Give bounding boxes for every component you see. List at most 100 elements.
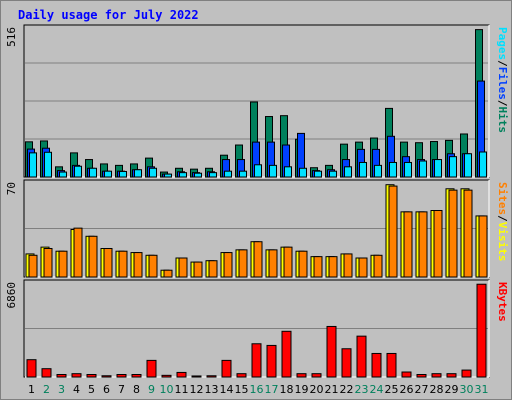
x-tick-label-day-30: 30 [460, 383, 474, 396]
sites-bar-day-3 [58, 250, 68, 278]
x-tick-label-day-15: 15 [235, 383, 249, 396]
sites-bar-day-23 [358, 257, 368, 278]
sites-bar-day-29 [448, 189, 458, 278]
kbytes-bar-day-3 [56, 374, 67, 378]
kbytes-bar-day-13 [206, 375, 217, 378]
kbytes-bar-day-30 [461, 369, 472, 378]
kbytes-bar-day-29 [446, 373, 457, 378]
sites-bar-day-21 [328, 256, 338, 278]
x-tick-label-day-17: 17 [265, 383, 279, 396]
kbytes-bar-day-31 [476, 283, 487, 378]
kbytes-bar-day-16 [251, 343, 262, 378]
pages-bar-day-29 [449, 156, 457, 178]
kbytes-bar-day-5 [86, 374, 97, 378]
kbytes-bar-day-26 [401, 371, 412, 378]
panel-1-ymax-label: 70 [5, 182, 18, 195]
legend-separator: / [496, 100, 509, 107]
legend-sites: Sites [496, 182, 509, 215]
pages-bar-day-3 [59, 171, 67, 178]
x-tick-label-day-8: 8 [133, 383, 140, 396]
kbytes-bar-day-27 [416, 374, 427, 378]
pages-bar-day-25 [389, 161, 397, 178]
sites-bar-day-4 [73, 227, 83, 278]
kbytes-bar-day-7 [116, 374, 127, 378]
x-tick-label-day-6: 6 [103, 383, 110, 396]
kbytes-bar-day-17 [266, 344, 277, 378]
x-tick-label-day-18: 18 [280, 383, 294, 396]
x-tick-label-day-2: 2 [43, 383, 50, 396]
sites-bar-day-11 [178, 257, 188, 278]
sites-bar-day-20 [313, 256, 323, 278]
pages-bar-day-15 [239, 170, 247, 178]
kbytes-bar-day-22 [341, 348, 352, 378]
legend-separator: / [496, 215, 509, 222]
sites-bar-day-8 [133, 252, 143, 278]
sites-bar-day-30 [463, 189, 473, 278]
pages-bar-day-19 [299, 167, 307, 178]
kbytes-bar-day-1 [26, 359, 37, 378]
x-tick-label-day-27: 27 [415, 383, 429, 396]
x-tick-label-day-9: 9 [148, 383, 155, 396]
sites-bar-day-16 [253, 241, 263, 278]
pages-bar-day-31 [479, 151, 487, 178]
x-tick-label-day-4: 4 [73, 383, 80, 396]
pages-bar-day-21 [329, 170, 337, 178]
sites-bar-day-25 [388, 185, 398, 278]
sites-bar-day-24 [373, 254, 383, 278]
x-tick-label-day-29: 29 [445, 383, 459, 396]
pages-bar-day-12 [194, 172, 202, 178]
sites-bar-day-1 [28, 254, 38, 278]
kbytes-bar-day-11 [176, 371, 187, 378]
x-tick-label-day-1: 1 [28, 383, 35, 396]
kbytes-bar-day-24 [371, 352, 382, 378]
pages-bar-day-8 [134, 169, 142, 178]
pages-bar-day-1 [29, 152, 37, 178]
pages-bar-day-14 [224, 170, 232, 178]
x-tick-label-day-10: 10 [160, 383, 174, 396]
pages-bar-day-17 [269, 164, 277, 178]
x-tick-label-day-26: 26 [400, 383, 414, 396]
kbytes-bar-day-23 [356, 335, 367, 378]
x-tick-label-day-5: 5 [88, 383, 95, 396]
x-tick-label-day-31: 31 [475, 383, 489, 396]
panel-0-ymax-label: 516 [5, 27, 18, 47]
pages-bar-day-4 [74, 165, 82, 178]
legend-files: Files [496, 67, 509, 100]
x-tick-label-day-13: 13 [205, 383, 219, 396]
sites-bar-day-2 [43, 248, 53, 278]
x-tick-label-day-14: 14 [220, 383, 234, 396]
legend-pages: Pages [496, 27, 509, 60]
sites-bar-day-10 [163, 269, 173, 278]
panel-0-legend: Pages/Files/Hits [496, 27, 509, 133]
chart-title: Daily usage for July 2022 [18, 8, 199, 22]
sites-bar-day-28 [433, 210, 443, 278]
x-tick-label-day-7: 7 [118, 383, 125, 396]
sites-bar-day-17 [268, 249, 278, 278]
sites-bar-day-22 [343, 253, 353, 278]
x-tick-label-day-20: 20 [310, 383, 324, 396]
sites-bar-day-26 [403, 211, 413, 278]
x-tick-label-day-24: 24 [370, 383, 384, 396]
panel-1-legend: Sites/Visits [496, 182, 509, 262]
sites-bar-day-31 [478, 215, 488, 278]
pages-bar-day-28 [434, 159, 442, 178]
x-tick-label-day-28: 28 [430, 383, 444, 396]
panel-2-ymax-label: 6860 [5, 282, 18, 309]
pages-bar-day-9 [149, 167, 157, 178]
pages-bar-day-18 [284, 166, 292, 178]
x-tick-label-day-3: 3 [58, 383, 65, 396]
x-tick-label-day-11: 11 [175, 383, 189, 396]
kbytes-bar-day-28 [431, 373, 442, 378]
kbytes-bar-day-19 [296, 373, 307, 378]
sites-bar-day-5 [88, 235, 98, 278]
kbytes-bar-day-4 [71, 373, 82, 378]
sites-bar-day-14 [223, 252, 233, 278]
x-tick-label-day-23: 23 [355, 383, 369, 396]
legend-separator: / [496, 60, 509, 67]
pages-bar-day-27 [419, 160, 427, 178]
kbytes-bar-day-12 [191, 375, 202, 378]
kbytes-bar-day-6 [101, 375, 112, 378]
pages-bar-day-11 [179, 172, 187, 178]
pages-bar-day-16 [254, 164, 262, 178]
